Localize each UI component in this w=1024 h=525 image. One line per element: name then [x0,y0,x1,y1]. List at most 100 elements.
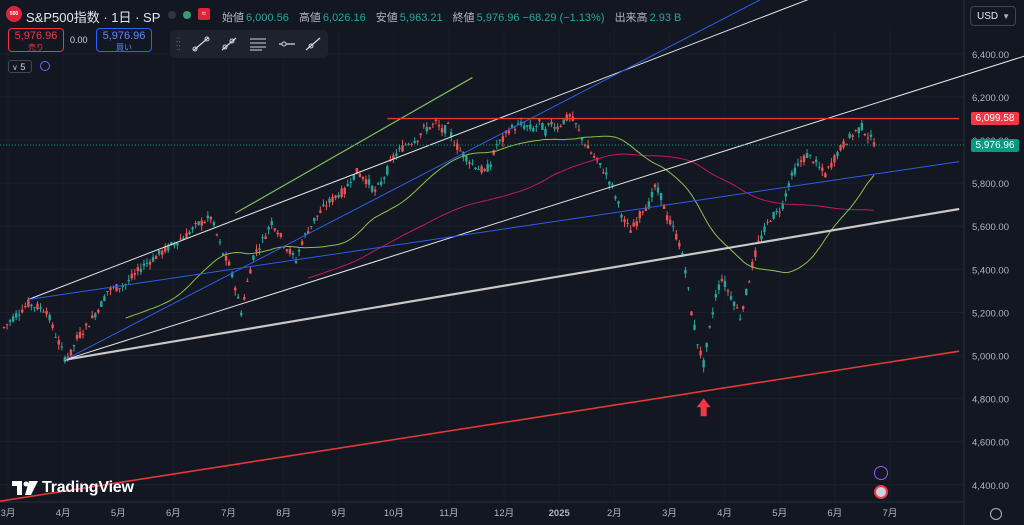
drag-handle-icon[interactable]: :::::: [176,35,181,52]
candle-body [103,296,106,301]
candle-body [468,162,471,164]
candle-body [176,242,179,246]
candle-body [504,130,508,134]
candle-body [227,261,231,266]
candle-body [331,196,334,203]
candle-body [39,307,42,309]
candle-body [243,297,246,300]
indicator-toggle[interactable]: ∨ 5 [8,60,32,73]
candle-body [127,279,130,282]
candle-body [337,194,340,198]
alert-icon[interactable] [874,466,888,480]
symbol-logo-icon: 500 [6,6,22,22]
candle-body [507,130,511,134]
candle-body [130,273,133,279]
candle-body [559,126,562,128]
candle-body [726,290,730,292]
channel-upper-line [28,0,809,300]
ray-tool-icon[interactable] [220,36,238,52]
candle-body [209,216,213,220]
candle-body [592,155,596,158]
candle-body [489,164,492,168]
candle-body [334,195,337,198]
candle-body [297,250,301,252]
candle-body [428,127,432,130]
candle-body [602,172,605,174]
horizontal-line-icon[interactable] [278,36,296,52]
candle-body [678,242,681,247]
candle-body [465,155,468,162]
drawing-toolbar: :::::: [170,30,328,58]
flag-icon[interactable]: ≈ [198,8,210,20]
market-open-icon [183,11,191,19]
flag-events-icon[interactable] [874,485,888,499]
candle-body [556,126,559,130]
x-tick-label: 2025 [549,508,571,519]
chart-header: 500 S&P500指数 · 1日 · SP ≈ 始値 6,000.56 高値 6,… [0,0,1024,28]
candle-body [258,248,261,250]
candle-body [370,185,374,192]
candle-body [440,128,444,133]
candle-body [614,196,617,199]
candle-body [751,261,754,268]
volume-key: 出来高 [614,12,648,24]
candle-body [693,324,696,330]
candle-body [629,230,632,233]
candle-body [766,221,769,223]
candle-body [367,179,371,185]
candle-body [194,222,197,224]
settings-icon[interactable] [990,508,1002,520]
parallel-channel-icon[interactable] [248,36,268,52]
candle-body [811,161,815,163]
candle-body [200,220,203,226]
trendline-tool-icon[interactable] [192,36,210,52]
candle-body [860,123,864,131]
candle-body [221,253,225,256]
candle-body [562,119,565,124]
price-axis-label: 5,976.96 [971,138,1019,152]
green-trendline [234,77,473,214]
candle-body [233,287,237,291]
buy-button[interactable]: 5,976.96 買い [96,28,152,52]
candle-body [410,143,413,145]
ohlc-close-key: 終値 [452,12,475,24]
candle-body [313,217,316,222]
candle-body [532,128,535,132]
support-trendline [64,207,960,361]
currency-select[interactable]: USD ▼ [970,6,1016,26]
candle-body [617,201,620,204]
y-tick-label: 4,600.00 [972,438,1009,449]
candle-body [541,123,544,130]
candle-body [118,288,121,290]
candle-body [735,307,739,309]
candle-body [319,210,322,213]
candle-body [343,187,346,194]
indicator-settings-icon[interactable] [40,61,50,71]
candle-body [796,163,800,166]
candle-body [836,152,839,157]
candle-body [191,227,194,230]
candle-body [276,232,279,235]
candle-body [407,143,410,145]
ohlc-high-key: 高値 [298,12,321,24]
symbol-title[interactable]: S&P500指数 · 1日 · SP [26,10,161,25]
candle-body [72,345,76,347]
candle-body [167,244,170,251]
candle-body [252,255,255,260]
candle-body [237,296,240,299]
candle-body [446,122,450,124]
candle-body [495,144,498,146]
candle-body [830,162,833,168]
channel-lower-line [64,55,1024,361]
sell-button[interactable]: 5,976.96 売り [8,28,64,52]
candle-body [848,133,851,138]
x-tick-label: 6月 [166,508,181,519]
candle-body [249,269,252,274]
extended-line-icon[interactable] [304,36,322,52]
candle-body [57,340,60,345]
candle-body [358,173,362,177]
x-tick-label: 7月 [883,508,898,519]
candle-body [437,124,441,127]
candle-body [459,150,462,152]
